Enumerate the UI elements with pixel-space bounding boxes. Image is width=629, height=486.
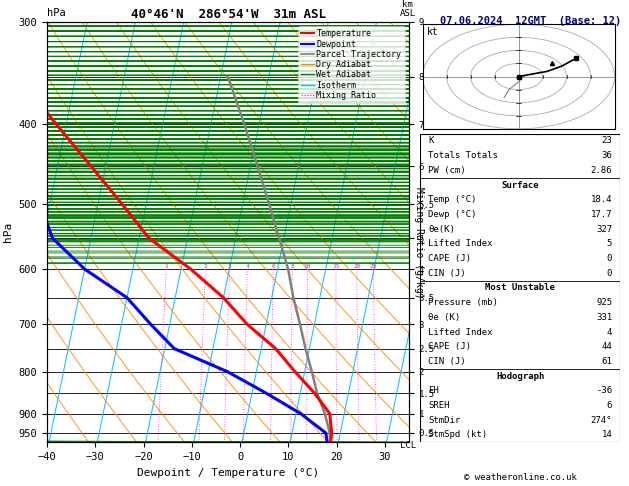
Text: 925: 925 [596, 298, 612, 307]
Text: 23: 23 [601, 137, 612, 145]
Text: kt: kt [426, 27, 438, 37]
Text: 6: 6 [607, 401, 612, 410]
Text: 331: 331 [596, 313, 612, 322]
Text: 07.06.2024  12GMT  (Base: 12): 07.06.2024 12GMT (Base: 12) [440, 16, 621, 26]
Text: CAPE (J): CAPE (J) [428, 254, 471, 263]
Text: 44: 44 [601, 342, 612, 351]
Text: Temp (°C): Temp (°C) [428, 195, 477, 204]
Text: Pressure (mb): Pressure (mb) [428, 298, 498, 307]
Text: Most Unstable: Most Unstable [485, 283, 555, 293]
Text: 5: 5 [607, 240, 612, 248]
Text: LCL: LCL [399, 441, 416, 450]
Text: Mixing Ratio (g/kg): Mixing Ratio (g/kg) [414, 187, 424, 299]
Text: K: K [428, 137, 433, 145]
Text: Lifted Index: Lifted Index [428, 240, 493, 248]
Text: km
ASL: km ASL [399, 0, 416, 18]
Text: 2.86: 2.86 [591, 166, 612, 175]
Text: CIN (J): CIN (J) [428, 357, 466, 366]
Text: 8: 8 [291, 264, 294, 269]
Text: -36: -36 [596, 386, 612, 395]
Text: © weatheronline.co.uk: © weatheronline.co.uk [464, 473, 577, 482]
Text: 25: 25 [370, 264, 377, 269]
Legend: Temperature, Dewpoint, Parcel Trajectory, Dry Adiabat, Wet Adiabat, Isotherm, Mi: Temperature, Dewpoint, Parcel Trajectory… [298, 26, 404, 103]
Text: θe (K): θe (K) [428, 313, 460, 322]
Text: hPa: hPa [47, 8, 66, 18]
Text: PW (cm): PW (cm) [428, 166, 466, 175]
Text: 20: 20 [353, 264, 360, 269]
X-axis label: Dewpoint / Temperature (°C): Dewpoint / Temperature (°C) [137, 468, 319, 478]
Text: 6: 6 [271, 264, 275, 269]
Text: 36: 36 [601, 151, 612, 160]
Text: 0: 0 [607, 254, 612, 263]
Text: 2: 2 [204, 264, 208, 269]
Text: 10: 10 [304, 264, 311, 269]
Text: Surface: Surface [501, 181, 539, 190]
Text: 61: 61 [601, 357, 612, 366]
Text: EH: EH [428, 386, 439, 395]
Text: Lifted Index: Lifted Index [428, 328, 493, 336]
Text: 4: 4 [607, 328, 612, 336]
Text: StmDir: StmDir [428, 416, 460, 425]
Text: 15: 15 [332, 264, 340, 269]
Text: Totals Totals: Totals Totals [428, 151, 498, 160]
Text: 3: 3 [228, 264, 231, 269]
Text: StmSpd (kt): StmSpd (kt) [428, 431, 487, 439]
Text: Dewp (°C): Dewp (°C) [428, 210, 477, 219]
Title: 40°46'N  286°54'W  31m ASL: 40°46'N 286°54'W 31m ASL [130, 8, 326, 21]
Text: CIN (J): CIN (J) [428, 269, 466, 278]
Text: CAPE (J): CAPE (J) [428, 342, 471, 351]
Y-axis label: hPa: hPa [3, 222, 13, 242]
Text: θe(K): θe(K) [428, 225, 455, 234]
Text: 274°: 274° [591, 416, 612, 425]
Text: 18.4: 18.4 [591, 195, 612, 204]
Text: 14: 14 [601, 431, 612, 439]
Text: Hodograph: Hodograph [496, 372, 544, 381]
Text: 4: 4 [245, 264, 249, 269]
Text: 17.7: 17.7 [591, 210, 612, 219]
Text: 0: 0 [607, 269, 612, 278]
Text: 1: 1 [164, 264, 168, 269]
Text: 327: 327 [596, 225, 612, 234]
Text: SREH: SREH [428, 401, 450, 410]
